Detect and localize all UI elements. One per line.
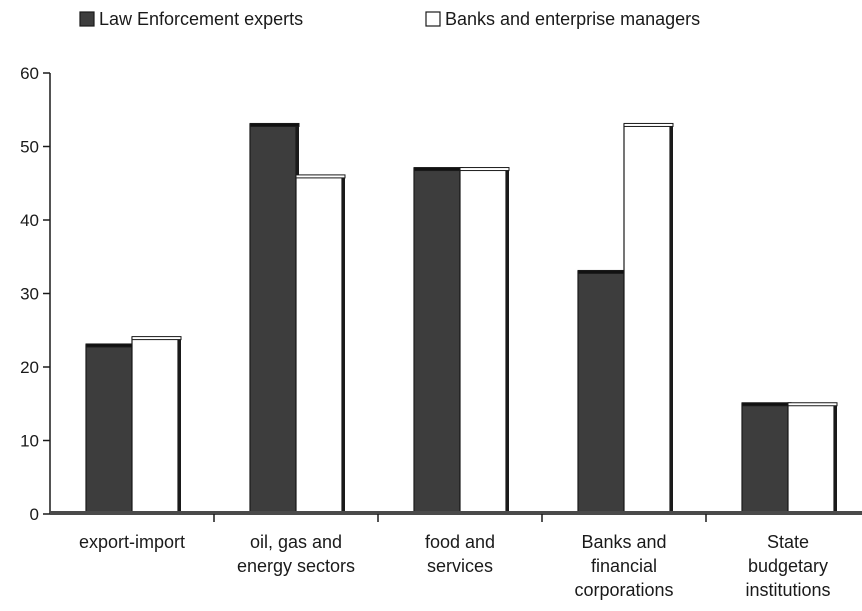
legend-label-2: Banks and enterprise managers [445,9,700,29]
bar-4-1 [577,270,625,515]
bar-rim-3-1 [413,167,464,172]
y-tick-label-40: 40 [20,211,39,230]
category-label-4-line-1: Banks and [581,532,666,552]
category-label-5-line-3: institutions [745,580,830,600]
bar-4-2 [623,123,671,515]
category-label-3-line-1: food and [425,532,495,552]
category-label-5-line-2: budgetary [748,556,828,576]
legend-label-1: Law Enforcement experts [99,9,303,29]
category-label-5-line-1: State [767,532,809,552]
y-tick-label-30: 30 [20,285,39,304]
bar-rim-2-1 [249,122,300,127]
y-tick-label-60: 60 [20,64,39,83]
category-label-4-line-3: corporations [574,580,673,600]
bar-2-2 [295,175,343,515]
bar-5-1 [741,403,789,515]
bar-3-2 [459,167,507,515]
bar-1-1 [85,344,133,515]
bar-shadow-5-2 [834,404,837,514]
category-label-1-line-1: export-import [79,532,185,552]
category-label-2-line-1: oil, gas and [250,532,342,552]
category-label-4-line-2: financial [591,556,657,576]
y-tick-label-10: 10 [20,432,39,451]
bar-1-2 [131,337,179,515]
bar-5-2 [787,403,835,515]
bar-rim-1-2 [131,336,182,341]
bar-shadow-1-2 [178,338,181,514]
bar-shadow-4-2 [670,125,673,514]
bar-rim-2-2 [295,174,346,179]
bar-rim-5-2 [787,402,838,407]
bar-2-1 [249,123,297,515]
y-tick-label-50: 50 [20,138,39,157]
legend-swatch-2 [425,11,441,27]
bar-rim-4-2 [623,122,674,127]
bar-rim-1-1 [85,343,136,348]
bar-rim-4-1 [577,269,628,274]
legend-swatch-1 [79,11,95,27]
bar-shadow-3-2 [506,169,509,515]
bar-shadow-2-2 [342,176,345,514]
bar-rim-3-2 [459,167,510,172]
bar-rim-5-1 [741,402,792,407]
y-tick-label-0: 0 [30,505,39,524]
category-label-3-line-2: services [427,556,493,576]
bar-3-1 [413,167,461,515]
x-axis [50,511,862,515]
y-tick-label-20: 20 [20,358,39,377]
category-label-2-line-2: energy sectors [237,556,355,576]
